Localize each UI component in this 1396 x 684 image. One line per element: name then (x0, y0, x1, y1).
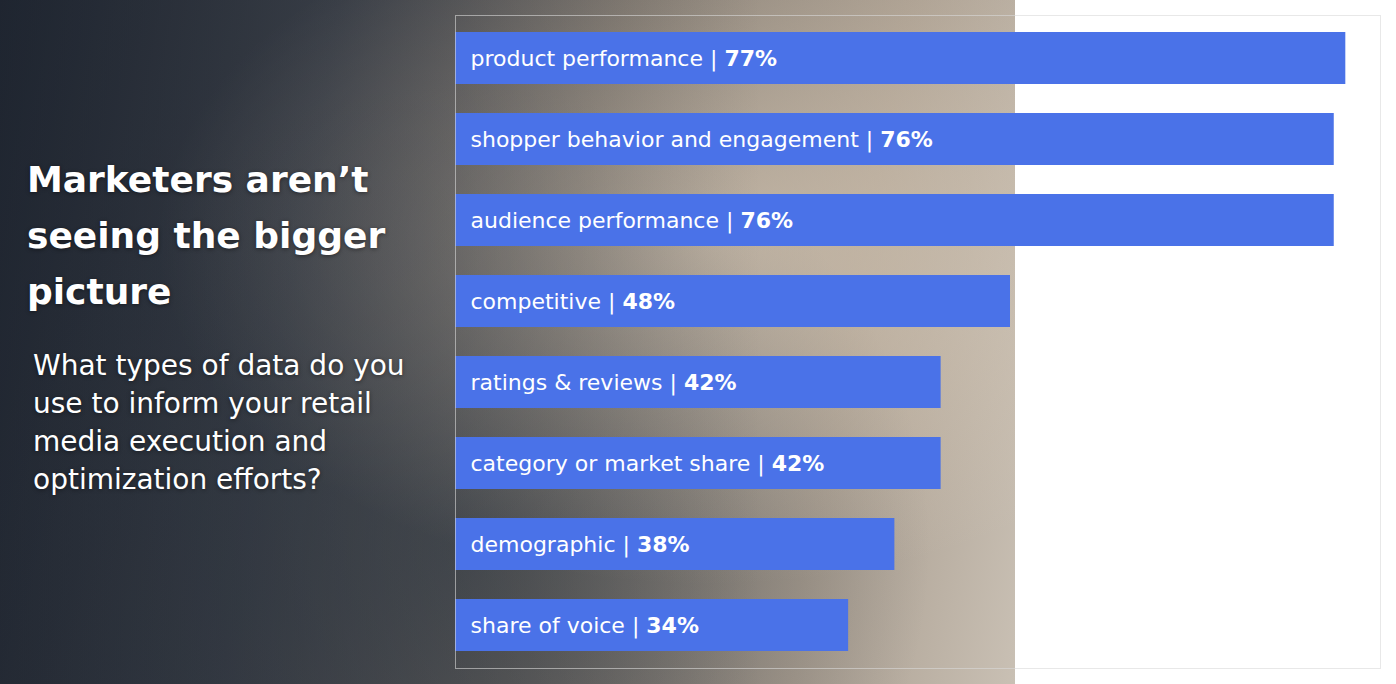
html-text:What types of data do you use: What types of data do you use to inform … (33, 349, 405, 496)
svg-text:product performance | 77%: product performance | 77% (471, 46, 778, 72)
svg-text:category or market share | 42%: category or market share | 42% (471, 451, 825, 477)
svg-text:shopper behavior and engagemen: shopper behavior and engagement | 76% (471, 127, 933, 153)
svg-text:competitive | 48%: competitive | 48% (471, 289, 676, 315)
svg-text:audience performance | 76%: audience performance | 76% (471, 208, 794, 234)
svg-text:ratings & reviews | 42%: ratings & reviews | 42% (471, 370, 737, 396)
svg-text:demographic | 38%: demographic | 38% (471, 532, 690, 558)
svg-text:share of voice | 34%: share of voice | 34% (471, 613, 699, 639)
html-text:Marketers aren’t seeing the bi: Marketers aren’t seeing the bigger pictu… (27, 159, 386, 312)
